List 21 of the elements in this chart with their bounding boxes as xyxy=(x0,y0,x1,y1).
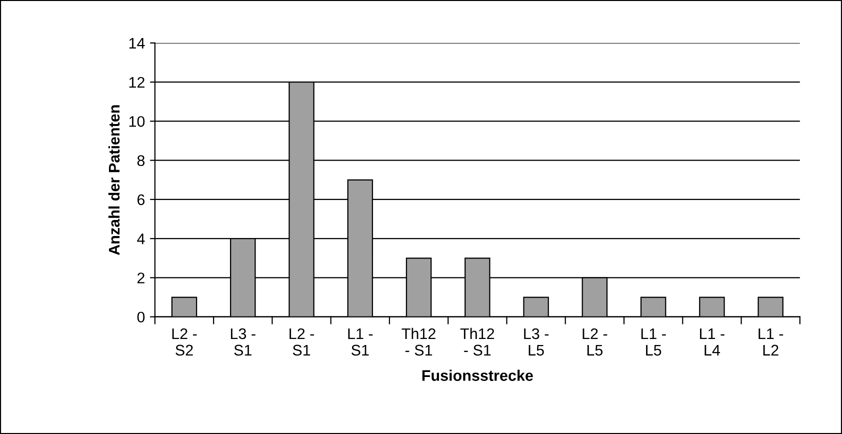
y-tick-label: 12 xyxy=(129,76,144,88)
x-tick-label: L3 - L5 xyxy=(524,328,549,356)
x-tick-label: L3 - S1 xyxy=(230,328,256,356)
x-tick-label: L1 - L5 xyxy=(641,328,666,356)
x-tick-label: L1 - S1 xyxy=(348,328,373,356)
x-tick-label: L1 - L2 xyxy=(758,328,784,356)
x-tick-label: L2 - S1 xyxy=(290,328,314,356)
x-tick-label: L1 - L4 xyxy=(700,328,724,356)
y-tick-label: 14 xyxy=(129,38,145,48)
y-axis-title: Anzahl der Patienten xyxy=(108,105,120,256)
y-tick-label: 10 xyxy=(129,116,145,127)
y-tick-label: 8 xyxy=(137,155,145,166)
x-tick-label: L2 - L5 xyxy=(582,328,608,356)
x-axis-title: Fusionsstrecke xyxy=(422,370,533,381)
y-tick-label: 2 xyxy=(137,272,144,284)
x-tick-label: L2 - S2 xyxy=(172,328,197,356)
y-tick-label: 6 xyxy=(137,194,145,206)
y-tick-label: 4 xyxy=(137,234,145,244)
x-tick-label: Th12 - S1 xyxy=(460,328,494,356)
y-tick-label: 0 xyxy=(137,312,145,323)
x-tick-label: Th12 - S1 xyxy=(402,328,436,356)
